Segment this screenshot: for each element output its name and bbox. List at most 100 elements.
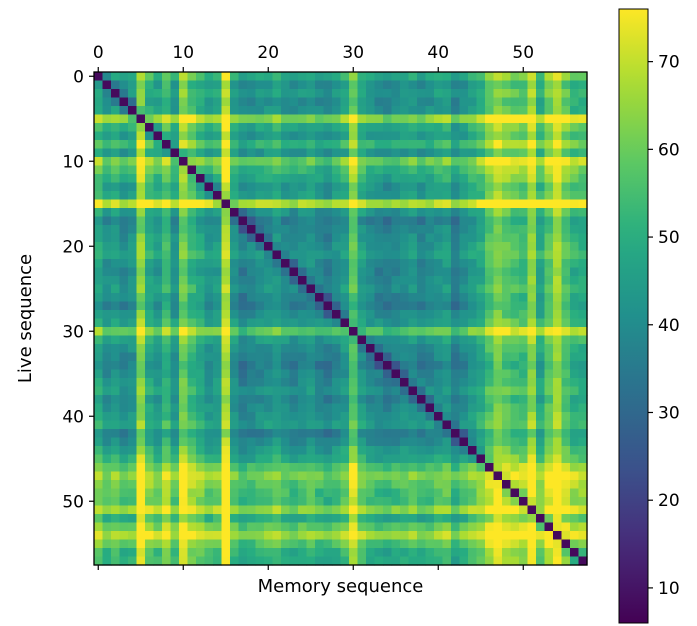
heatmap-cell: [340, 114, 350, 124]
heatmap-cell: [451, 446, 461, 456]
heatmap-cell: [383, 318, 393, 328]
heatmap-cell: [570, 446, 580, 456]
heatmap-cell: [357, 327, 367, 337]
heatmap-cell: [247, 114, 257, 124]
heatmap-cell: [255, 556, 265, 566]
heatmap-cell: [442, 165, 452, 175]
heatmap-cell: [323, 335, 333, 345]
heatmap-cell: [536, 157, 546, 167]
heatmap-cell: [442, 488, 452, 498]
heatmap-cell: [153, 114, 163, 124]
heatmap-cell: [536, 114, 546, 124]
heatmap-cell: [213, 216, 223, 226]
heatmap-cell: [128, 318, 138, 328]
heatmap-cell: [357, 318, 367, 328]
heatmap-cell: [289, 318, 299, 328]
heatmap-cell: [289, 352, 299, 362]
heatmap-cell: [391, 174, 401, 184]
heatmap-cell: [468, 106, 478, 116]
heatmap-cell: [519, 395, 529, 405]
heatmap-cell: [145, 446, 155, 456]
heatmap-cell: [315, 182, 325, 192]
heatmap-cell: [264, 80, 274, 90]
heatmap-cell: [502, 199, 512, 209]
heatmap-cell: [570, 378, 580, 388]
heatmap-cell: [179, 522, 189, 532]
heatmap-cell: [315, 437, 325, 447]
heatmap-cell: [502, 514, 512, 524]
heatmap-cell: [128, 301, 138, 311]
heatmap-cell: [349, 242, 359, 252]
heatmap-cell: [459, 174, 469, 184]
heatmap-cell: [238, 72, 248, 82]
heatmap-cell: [289, 539, 299, 549]
heatmap-cell: [128, 225, 138, 235]
heatmap-cell: [383, 522, 393, 532]
heatmap-cell: [162, 361, 172, 371]
heatmap-cell: [561, 267, 571, 277]
heatmap-cell: [281, 480, 291, 490]
heatmap-cell: [485, 276, 495, 286]
heatmap-cell: [553, 327, 563, 337]
heatmap-cell: [442, 556, 452, 566]
heatmap-cell: [187, 488, 197, 498]
heatmap-cell: [102, 369, 112, 379]
heatmap-cell: [357, 89, 367, 99]
heatmap-cell: [383, 556, 393, 566]
heatmap-cell: [417, 191, 427, 201]
heatmap-cell: [519, 522, 529, 532]
heatmap-cell: [272, 386, 282, 396]
heatmap-cell: [281, 369, 291, 379]
heatmap-cell: [485, 259, 495, 269]
heatmap-cell: [408, 106, 418, 116]
heatmap-cell: [425, 318, 435, 328]
heatmap-cell: [238, 446, 248, 456]
heatmap-cell: [408, 480, 418, 490]
heatmap-cell: [417, 259, 427, 269]
heatmap-cell: [332, 471, 342, 481]
heatmap-cell: [238, 378, 248, 388]
heatmap-cell: [119, 123, 129, 133]
heatmap-cell: [357, 420, 367, 430]
heatmap-cell: [425, 497, 435, 507]
heatmap-cell: [145, 182, 155, 192]
heatmap-cell: [281, 293, 291, 303]
heatmap-cell: [408, 123, 418, 133]
heatmap-cell: [94, 395, 104, 405]
heatmap-cell: [272, 335, 282, 345]
heatmap-cell: [247, 140, 257, 150]
heatmap-cell: [230, 505, 240, 515]
heatmap-cell: [527, 225, 537, 235]
heatmap-cell: [408, 429, 418, 439]
heatmap-cell: [417, 182, 427, 192]
heatmap-cell: [340, 242, 350, 252]
heatmap-cell: [340, 318, 350, 328]
heatmap-cell: [153, 386, 163, 396]
heatmap-cell: [170, 165, 180, 175]
heatmap-cell: [417, 233, 427, 243]
heatmap-cell: [374, 539, 384, 549]
heatmap-cell: [442, 335, 452, 345]
heatmap-cell: [153, 471, 163, 481]
heatmap-cell: [493, 72, 503, 82]
heatmap-cell: [153, 89, 163, 99]
heatmap-cell: [306, 514, 316, 524]
heatmap-cell: [332, 412, 342, 422]
heatmap-cell: [230, 454, 240, 464]
heatmap-cell: [374, 276, 384, 286]
heatmap-cell: [408, 259, 418, 269]
heatmap-cell: [289, 293, 299, 303]
heatmap-cell: [119, 412, 129, 422]
heatmap-cell: [349, 327, 359, 337]
heatmap-cell: [102, 412, 112, 422]
heatmap-cell: [196, 437, 206, 447]
heatmap-cell: [187, 327, 197, 337]
heatmap-cell: [357, 386, 367, 396]
heatmap-cell: [502, 522, 512, 532]
heatmap-cell: [153, 310, 163, 320]
heatmap-cell: [323, 233, 333, 243]
heatmap-cell: [485, 250, 495, 260]
heatmap-cell: [442, 106, 452, 116]
heatmap-cell: [561, 259, 571, 269]
heatmap-cell: [459, 514, 469, 524]
